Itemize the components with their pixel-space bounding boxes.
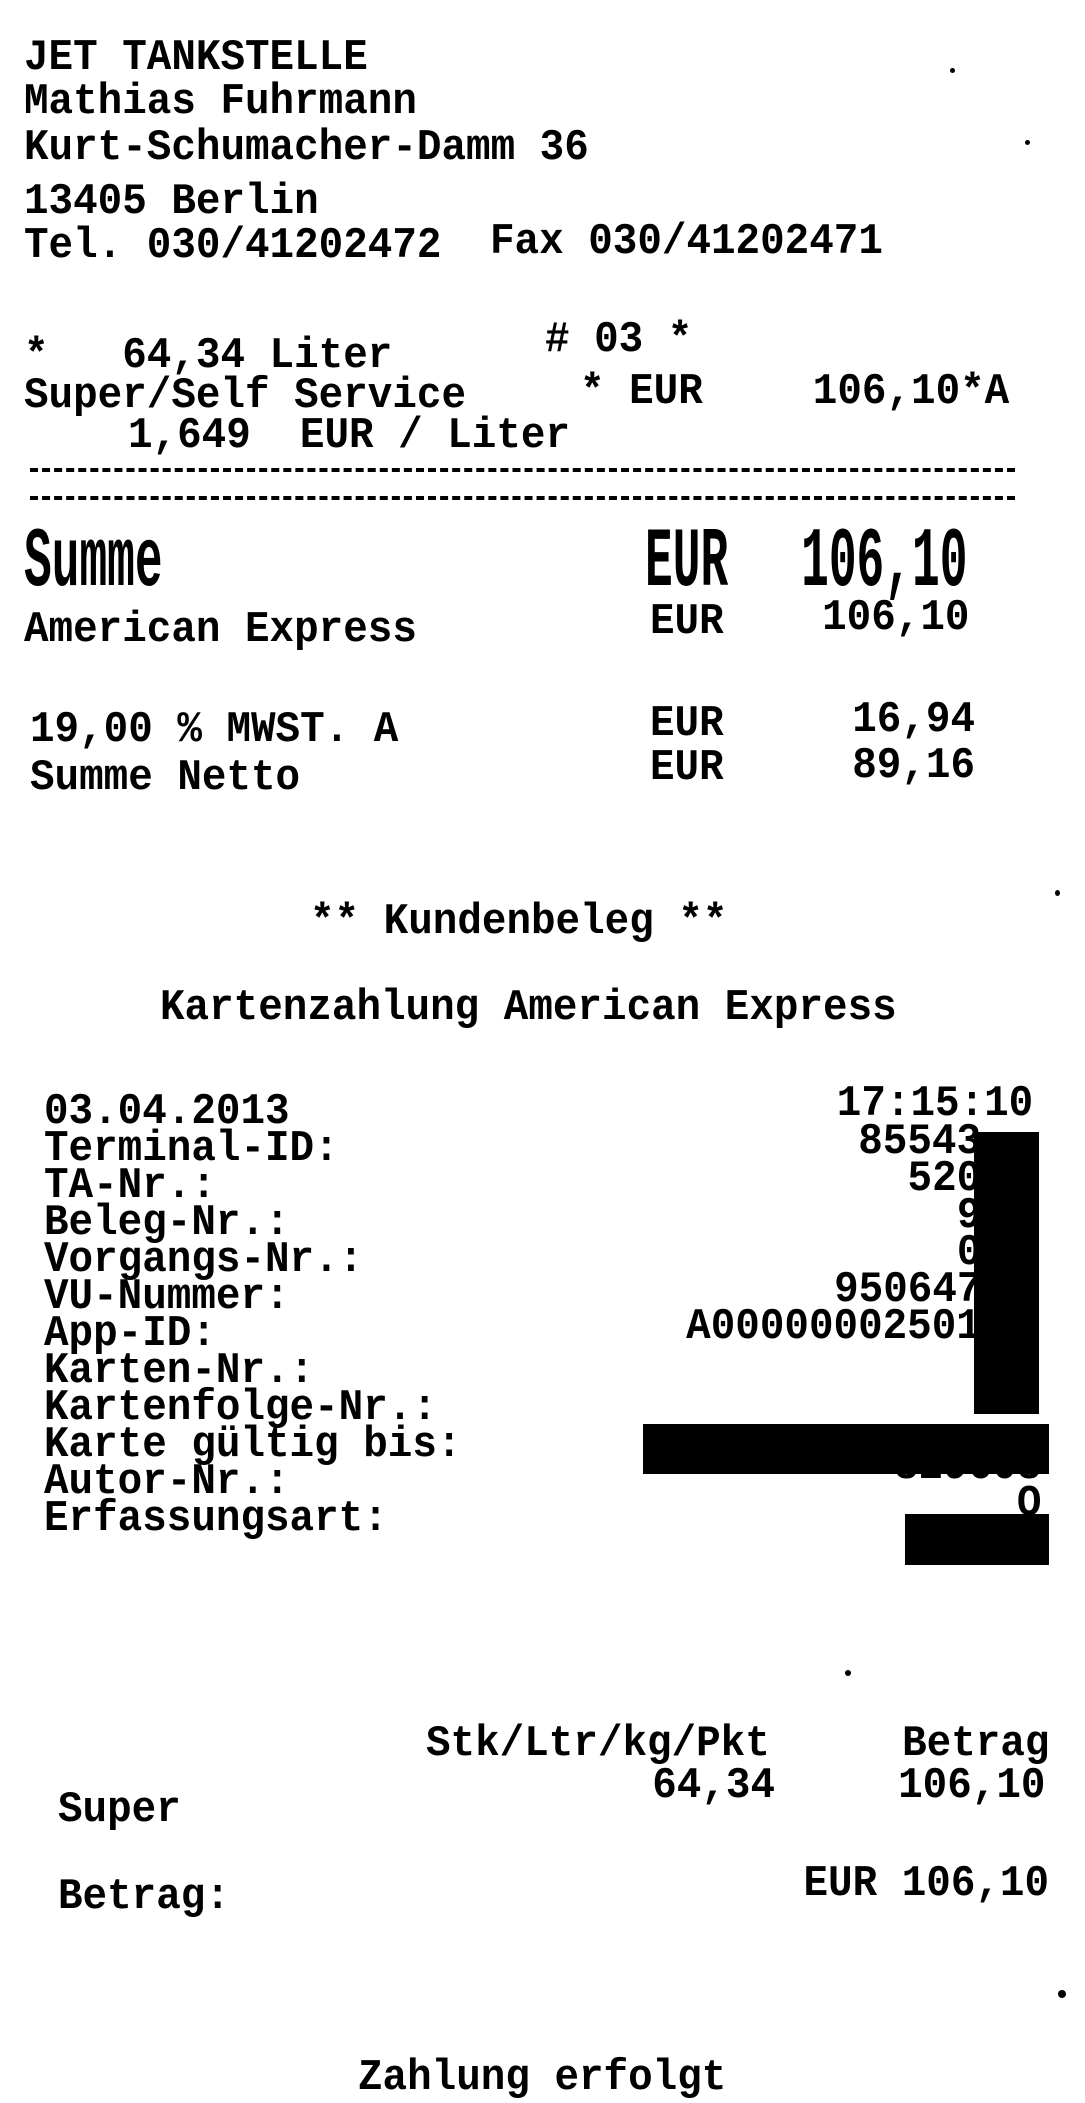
detail-label: Autor-Nr.: bbox=[44, 1457, 290, 1507]
print-speck bbox=[845, 1670, 851, 1676]
items-header-amount: Betrag bbox=[901, 1719, 1049, 1769]
detail-label: Kartenfolge-Nr.: bbox=[44, 1383, 437, 1433]
detail-label: App-ID: bbox=[44, 1309, 216, 1359]
phone: Tel. 030/41202472 bbox=[24, 221, 442, 271]
item-amount: 106,10 bbox=[897, 1761, 1045, 1811]
detail-value: 520 bbox=[907, 1154, 981, 1204]
payment-currency: EUR bbox=[650, 597, 724, 647]
owner-name: Mathias Fuhrmann bbox=[24, 77, 417, 127]
vat-value: 16,94 bbox=[852, 695, 975, 745]
detail-label: Karten-Nr.: bbox=[44, 1346, 315, 1396]
items-header-qty: Stk/Ltr/kg/Pkt bbox=[426, 1719, 770, 1769]
divider bbox=[30, 496, 1015, 500]
detail-label: Erfassungsart: bbox=[44, 1494, 388, 1544]
payment-method: American Express bbox=[24, 605, 417, 655]
print-speck bbox=[1025, 140, 1030, 145]
slip-subtitle: Kartenzahlung American Express bbox=[160, 983, 897, 1033]
fuel-quantity: * 64,34 Liter bbox=[24, 331, 393, 381]
detail-label: Karte gültig bis: bbox=[44, 1420, 462, 1470]
detail-label: TA-Nr.: bbox=[44, 1161, 216, 1211]
slip-footer: Zahlung erfolgt bbox=[358, 2053, 727, 2103]
station-name: JET TANKSTELLE bbox=[24, 33, 368, 83]
betrag-label: Betrag: bbox=[58, 1872, 230, 1922]
summe-value: 106,10 bbox=[800, 516, 967, 611]
vat-label: 19,00 % MWST. A bbox=[30, 705, 399, 755]
payment-value: 106,10 bbox=[821, 593, 969, 643]
slip-date: 03.04.2013 bbox=[44, 1087, 290, 1137]
unit-price: 1,649 EUR / Liter bbox=[128, 411, 571, 461]
slip-time: 17:15:10 bbox=[836, 1079, 1033, 1129]
detail-label: Vorgangs-Nr.: bbox=[44, 1235, 364, 1285]
detail-value: 950647 bbox=[833, 1265, 981, 1315]
print-speck bbox=[950, 68, 955, 73]
fax: Fax 030/41202471 bbox=[490, 217, 883, 267]
print-speck bbox=[1055, 890, 1060, 896]
pump-number: # 03 * bbox=[545, 315, 693, 365]
net-value: 89,16 bbox=[852, 741, 975, 791]
fuel-product: Super/Self Service bbox=[24, 371, 467, 421]
city: 13405 Berlin bbox=[24, 177, 319, 227]
fuel-currency: * EUR bbox=[580, 367, 703, 417]
item-name: Super bbox=[58, 1785, 181, 1835]
street-address: Kurt-Schumacher-Damm 36 bbox=[24, 123, 589, 173]
redaction-bar bbox=[905, 1514, 1049, 1565]
slip-title: ** Kundenbeleg ** bbox=[310, 897, 728, 947]
redaction-bar bbox=[643, 1424, 1049, 1474]
vat-currency: EUR bbox=[650, 699, 724, 749]
detail-value: 85543 bbox=[858, 1117, 981, 1167]
summe-label: Summe bbox=[24, 516, 163, 611]
print-speck bbox=[1058, 1990, 1066, 1998]
net-currency: EUR bbox=[650, 743, 724, 793]
item-qty: 64,34 bbox=[652, 1761, 775, 1811]
detail-label: VU-Nummer: bbox=[44, 1272, 290, 1322]
divider bbox=[30, 468, 1015, 472]
detail-label: Terminal-ID: bbox=[44, 1124, 339, 1174]
summe-currency: EUR bbox=[645, 516, 729, 611]
detail-value: A00000002501 bbox=[686, 1302, 981, 1352]
fuel-amount: 106,10*A bbox=[812, 367, 1009, 417]
detail-label: Beleg-Nr.: bbox=[44, 1198, 290, 1248]
redaction-bar bbox=[974, 1132, 1039, 1414]
betrag-value: EUR 106,10 bbox=[803, 1859, 1049, 1909]
net-label: Summe Netto bbox=[30, 753, 301, 803]
